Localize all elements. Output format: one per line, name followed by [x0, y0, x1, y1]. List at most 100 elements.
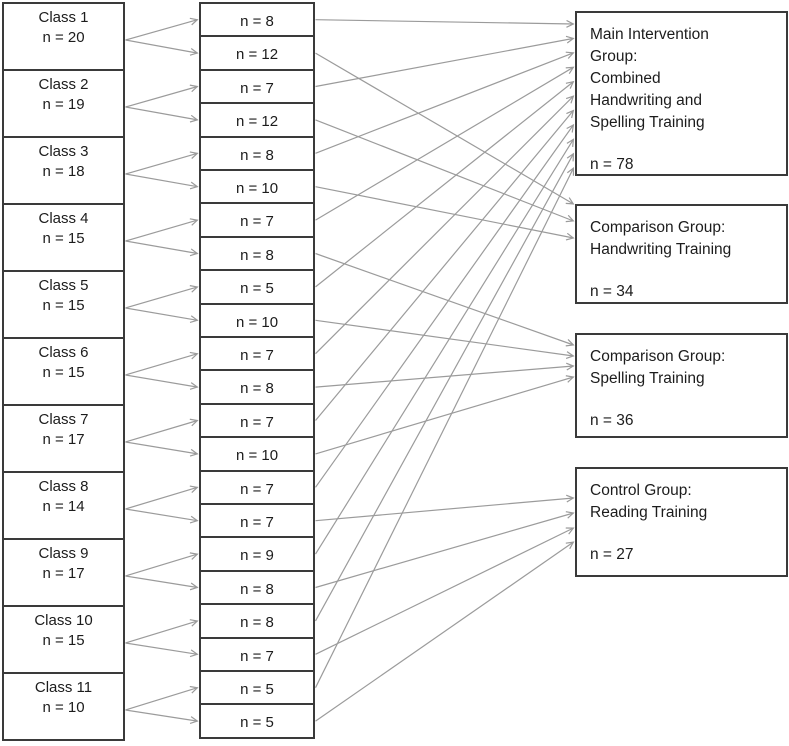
- class-n-label: n = 19: [42, 96, 85, 113]
- subgroup-box: n = 10: [199, 169, 315, 205]
- arrow: [125, 39, 199, 56]
- arrow: [315, 527, 575, 655]
- class-n-label: n = 17: [42, 565, 85, 582]
- group-title-line: Spelling Training: [590, 370, 705, 387]
- group-title-line: Handwriting Training: [590, 241, 732, 258]
- arrow: [125, 374, 199, 390]
- class-box: Class 4 n = 15: [2, 203, 125, 272]
- arrow: [125, 418, 199, 443]
- subgroup-box: n = 8: [199, 569, 315, 606]
- arrow: [125, 285, 199, 309]
- arrow: [125, 173, 199, 190]
- arrow: [125, 240, 199, 257]
- subgroup-box: n = 5: [199, 269, 315, 305]
- subgroup-n-label: n = 12: [235, 113, 279, 131]
- subgroup-box: n = 8: [199, 135, 315, 171]
- arrow: [315, 319, 575, 359]
- subgroup-n-label: n = 8: [240, 614, 274, 632]
- group-title-line: Handwriting and: [590, 92, 703, 109]
- arrow: [315, 252, 575, 347]
- subgroup-box: n = 7: [199, 336, 315, 372]
- subgroup-box: n = 8: [199, 603, 315, 639]
- class-box: Class 5 n = 15: [2, 270, 125, 339]
- subgroup-n-label: n = 7: [240, 213, 274, 231]
- subgroup-n-label: n = 8: [240, 580, 274, 598]
- arrow: [315, 362, 575, 388]
- class-n-label: n = 18: [42, 163, 85, 180]
- group-n-label: n = 36: [590, 412, 634, 429]
- group-box-main: Main Intervention Group: Combined Handwriti…: [575, 11, 788, 176]
- arrow: [125, 106, 199, 123]
- class-label: Class 10: [34, 612, 93, 629]
- subgroup-n-label: n = 7: [240, 347, 274, 364]
- class-n-label: n = 15: [42, 230, 85, 247]
- group-n-label: n = 78: [590, 156, 634, 173]
- arrow: [125, 619, 199, 644]
- arrow: [315, 494, 575, 522]
- subgroup-n-label: n = 5: [240, 681, 274, 698]
- subgroup-n-label: n = 12: [235, 46, 279, 64]
- arrow: [314, 138, 575, 555]
- class-n-label: n = 15: [42, 364, 85, 381]
- subgroup-box: n = 8: [199, 369, 315, 405]
- arrow: [315, 95, 575, 355]
- class-box: Class 7 n = 17: [2, 404, 125, 473]
- arrow: [315, 52, 575, 205]
- subgroup-box: n = 7: [199, 68, 315, 105]
- subgroup-n-label: n = 5: [240, 714, 274, 732]
- arrow: [125, 84, 199, 108]
- arrow: [125, 642, 199, 658]
- subgroup-box: n = 7: [199, 636, 315, 672]
- class-label: Class 2: [38, 76, 89, 93]
- group-title-line: Main Intervention: [590, 26, 709, 43]
- arrow: [315, 80, 575, 288]
- subgroup-n-label: n = 8: [240, 13, 274, 30]
- subgroup-n-label: n = 10: [235, 447, 279, 465]
- subgroup-n-label: n = 8: [240, 246, 274, 264]
- subgroup-box: n = 10: [199, 436, 315, 472]
- subgroup-box: n = 8: [199, 235, 315, 272]
- class-box: Class 6 n = 15: [2, 337, 125, 406]
- subgroup-n-label: n = 8: [240, 380, 274, 398]
- class-label: Class 9: [38, 545, 89, 562]
- subgroup-box: n = 7: [199, 503, 315, 539]
- class-box: Class 3 n = 18: [2, 136, 125, 205]
- class-label: Class 6: [38, 344, 89, 361]
- arrow: [125, 351, 199, 376]
- subgroup-box: n = 8: [199, 2, 315, 38]
- group-title-line: Comparison Group:: [590, 219, 726, 236]
- group-title-line: Group:: [590, 48, 638, 65]
- class-label: Class 11: [34, 679, 93, 696]
- arrow: [315, 375, 575, 455]
- subgroup-n-label: n = 7: [240, 413, 274, 431]
- group-title-line: Control Group:: [590, 482, 692, 499]
- arrow: [315, 123, 575, 488]
- arrow: [125, 709, 199, 724]
- subgroup-n-label: n = 9: [240, 547, 274, 565]
- class-label: Class 7: [38, 411, 89, 428]
- group-n-label: n = 34: [590, 283, 634, 300]
- class-label: Class 5: [38, 277, 89, 294]
- arrow: [315, 119, 575, 223]
- group-title-line: Comparison Group:: [590, 348, 726, 365]
- arrow: [315, 35, 575, 88]
- subgroup-n-label: n = 5: [240, 280, 274, 298]
- subgroup-n-label: n = 10: [235, 180, 279, 197]
- subgroup-n-label: n = 10: [235, 313, 279, 331]
- group-box-spelling: Comparison Group: Spelling Training n = 36: [575, 333, 788, 438]
- subgroup-box: n = 5: [199, 703, 315, 739]
- class-box: Class 2 n = 19: [2, 69, 125, 138]
- class-n-label: n = 15: [42, 632, 85, 649]
- arrow: [125, 508, 199, 524]
- arrow: [125, 552, 199, 577]
- subgroup-n-label: n = 8: [240, 146, 274, 164]
- group-title-line: Spelling Training: [590, 114, 705, 131]
- class-box: Class 11 n = 10: [2, 672, 125, 741]
- subgroup-box: n = 7: [199, 469, 315, 505]
- arrow: [315, 51, 575, 154]
- subgroup-n-label: n = 7: [240, 647, 274, 665]
- arrow: [314, 152, 575, 622]
- group-n-label: n = 27: [590, 546, 634, 563]
- arrow: [125, 575, 199, 591]
